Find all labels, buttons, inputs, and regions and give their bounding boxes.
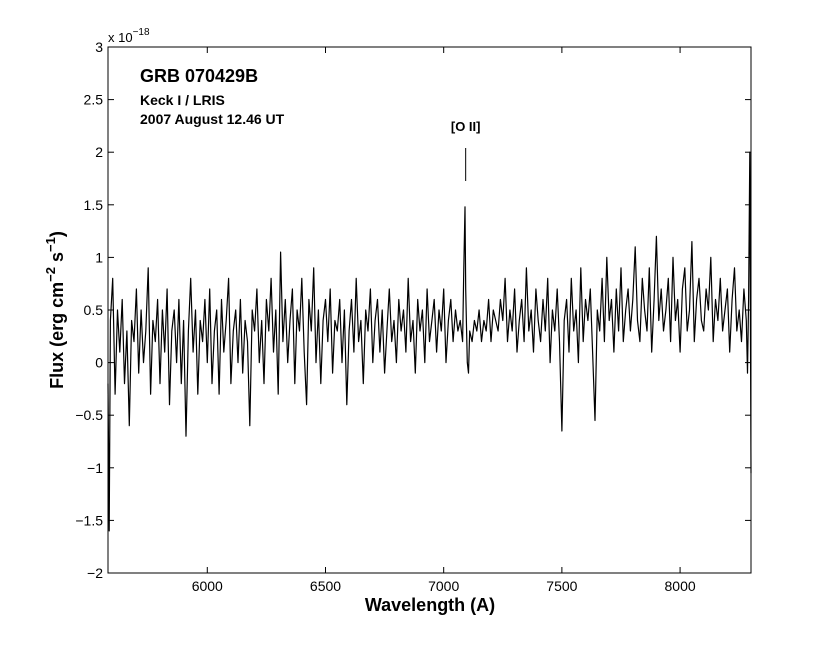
y-label-mid: s (47, 252, 67, 267)
oii-marker-label: [O II] (451, 119, 481, 134)
y-tick-label: −1.5 (75, 512, 103, 528)
spectrum-line (107, 151, 752, 532)
date-label: 2007 August 12.46 UT (140, 111, 285, 127)
x-axis-ticks: 6000 6500 7000 7500 8000 (192, 47, 696, 594)
y-label-pre: Flux (erg cm (47, 282, 67, 389)
x-axis-label: Wavelength (A) (365, 595, 495, 615)
y-tick-label: 3 (95, 39, 103, 55)
y-tick-label: 0.5 (84, 302, 104, 318)
instrument-label: Keck I / LRIS (140, 92, 225, 108)
x-tick-label: 6000 (192, 578, 223, 594)
y-label-sup1: −2 (43, 267, 58, 282)
y-tick-label: 2.5 (84, 92, 104, 108)
y-tick-label: −2 (87, 565, 103, 581)
y-scale-exponent: −18 (133, 27, 150, 38)
chart-title: GRB 070429B (140, 66, 258, 86)
x-tick-label: 6500 (310, 578, 341, 594)
y-scale-factor: x 10−18 (108, 27, 150, 45)
y-label-sup2: −1 (43, 237, 58, 252)
x-tick-label: 7000 (428, 578, 459, 594)
y-tick-label: 0 (95, 355, 103, 371)
y-tick-label: 2 (95, 144, 103, 160)
y-label-post: ) (47, 231, 67, 237)
y-tick-label: 1 (95, 249, 103, 265)
x-tick-label: 8000 (665, 578, 696, 594)
y-tick-label: −1 (87, 460, 103, 476)
y-axis-label: Flux (erg cm−2 s−1) (43, 231, 67, 389)
plot-area (107, 46, 752, 574)
y-scale-base: x 10 (108, 30, 133, 45)
x-tick-label: 7500 (546, 578, 577, 594)
y-tick-label: −0.5 (75, 407, 103, 423)
y-tick-label: 1.5 (84, 197, 104, 213)
